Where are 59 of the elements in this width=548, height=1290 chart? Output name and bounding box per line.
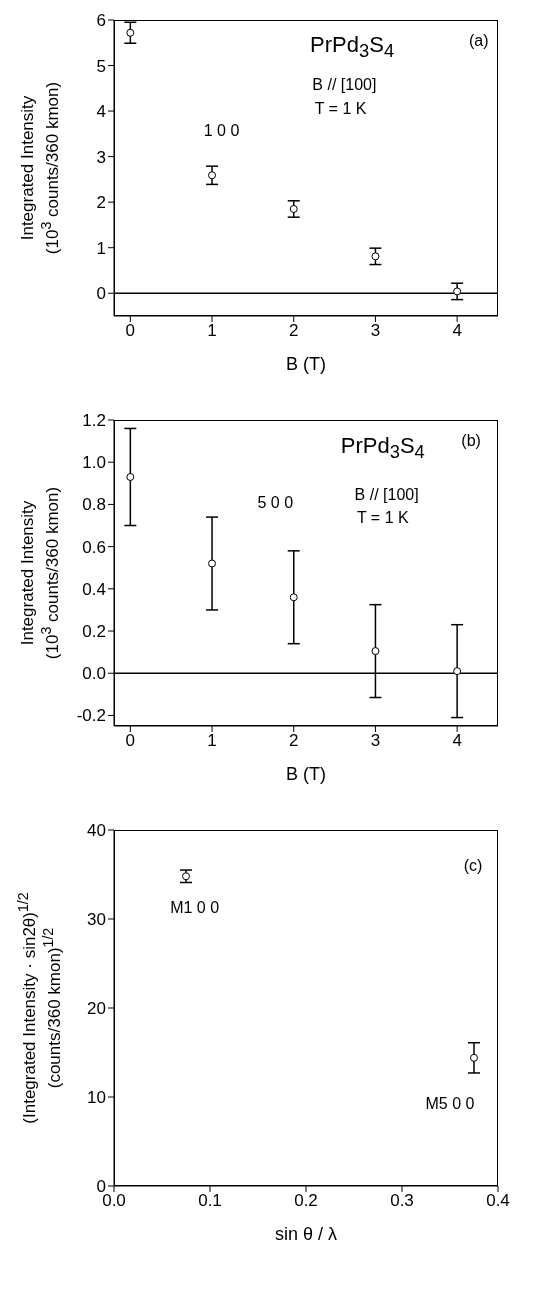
point — [126, 472, 135, 481]
x-tick-label: 0 — [125, 321, 136, 341]
y-tick-label: 1.0 — [82, 453, 106, 473]
annotation: M1 0 0 — [170, 899, 220, 918]
x-tick-label: 2 — [289, 731, 299, 751]
x-tick-label: 0.4 — [486, 1191, 510, 1211]
y-tick-label: 1 — [96, 238, 106, 258]
x-axis-title: B (T) — [286, 764, 326, 785]
y-tick-label: 3 — [96, 147, 106, 167]
annotation: T = 1 K — [314, 99, 367, 118]
y-tick-label: 0.4 — [82, 579, 106, 599]
x-tick-label: 3 — [370, 321, 381, 341]
y-tick-label: 0.6 — [82, 537, 106, 557]
point — [453, 667, 462, 676]
point — [208, 171, 217, 180]
y-tick-label: 6 — [96, 11, 106, 31]
annotation: (b) — [461, 432, 481, 451]
point — [208, 559, 217, 568]
x-tick-label: 4 — [452, 731, 462, 751]
y-tick-label: 0 — [96, 284, 106, 304]
x-tick-label: 0.1 — [198, 1191, 222, 1211]
x-tick-label: 1 — [207, 321, 217, 341]
annotation: T = 1 K — [356, 508, 409, 527]
point — [289, 204, 298, 213]
point — [289, 593, 298, 602]
annotation: (c) — [463, 856, 483, 875]
y-tick-label: -0.2 — [76, 706, 106, 726]
x-tick-label: 0.2 — [294, 1191, 318, 1211]
y-tick-label: 5 — [96, 56, 106, 76]
x-axis-title: sin θ / λ — [274, 1224, 338, 1245]
point — [371, 252, 380, 261]
y-tick-label: 0.0 — [82, 664, 106, 684]
point — [453, 287, 462, 296]
x-tick-label: 3 — [370, 731, 381, 751]
x-tick-label: 0 — [125, 731, 136, 751]
x-tick-label: 1 — [207, 731, 217, 751]
annotation: PrPd$_{3}$S$_{4}$ — [340, 432, 425, 463]
annotation: (a) — [469, 31, 489, 50]
y-tick-label: 4 — [96, 102, 106, 122]
x-tick-label: 4 — [452, 321, 462, 341]
y-tick-label: 0.8 — [82, 495, 106, 515]
annotation: PrPd$_{3}$S$_{4}$ — [310, 31, 395, 62]
y-tick-label: 10 — [87, 1088, 106, 1108]
point — [126, 28, 135, 37]
x-axis-title: B (T) — [286, 354, 326, 375]
y-tick-label: 0.2 — [82, 622, 106, 642]
y-tick-label: 1.2 — [82, 411, 106, 431]
y-tick-label: 40 — [87, 821, 106, 841]
annotation: 5 0 0 — [257, 493, 294, 512]
point — [371, 647, 380, 656]
annotation: 1 0 0 — [203, 122, 240, 140]
x-tick-label: 2 — [289, 321, 299, 341]
y-tick-label: 2 — [96, 193, 106, 213]
annotation: B // [100] — [354, 485, 419, 504]
x-tick-label: 0.3 — [390, 1191, 414, 1211]
annotation: B // [100] — [312, 76, 377, 95]
y-tick-label: 30 — [87, 910, 106, 930]
y-tick-label: 20 — [87, 999, 106, 1019]
annotation: M5 0 0 — [425, 1095, 475, 1114]
